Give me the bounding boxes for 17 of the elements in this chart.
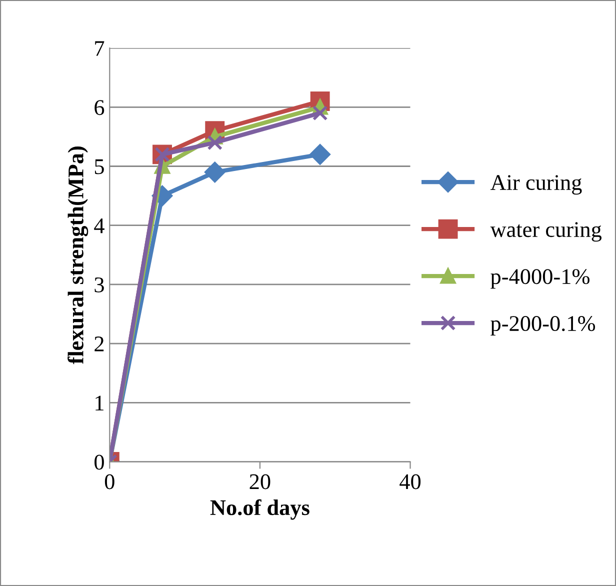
x-tick-label: 20 (250, 474, 270, 490)
y-tick-label: 1 (96, 396, 104, 410)
x-tick-label: 40 (400, 474, 421, 490)
legend-label: water curing (490, 222, 602, 242)
legend-label: Air curing (490, 175, 582, 195)
y-tick-label: 4 (94, 218, 104, 234)
y-tick-label: 0 (94, 454, 104, 470)
y-tick-label: 5 (94, 159, 104, 174)
legend-label: p-4000-1% (490, 269, 590, 289)
legend-label: p-200-0.1% (490, 316, 596, 336)
y-axis-title: flexural strength(MPa) (68, 146, 88, 364)
y-tick-label: 3 (94, 277, 104, 292)
y-tick-label: 7 (95, 41, 104, 56)
y-tick-label: 6 (94, 100, 104, 116)
y-tick-label: 2 (94, 336, 104, 352)
x-tick-label: 0 (104, 474, 114, 490)
x-axis-title: No.of days (210, 499, 310, 520)
